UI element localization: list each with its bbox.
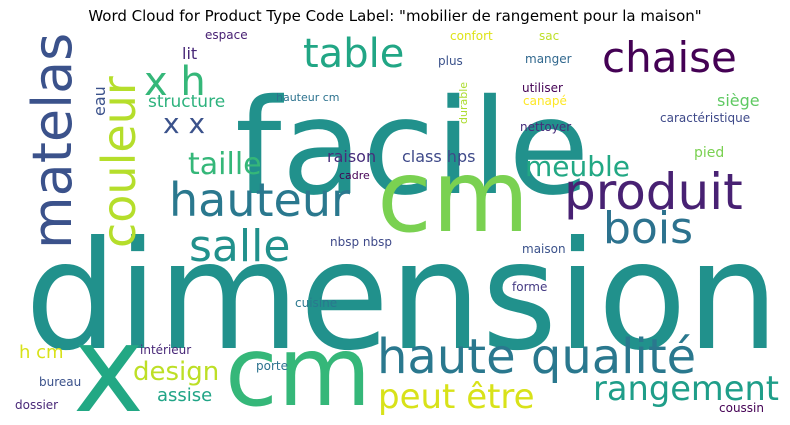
word-sac: sac	[539, 29, 559, 43]
word-forme: forme	[512, 280, 547, 294]
word-haute-qualite: haute qualité	[377, 329, 696, 385]
word-maison: maison	[522, 242, 566, 256]
word-canape: canapé	[523, 94, 567, 108]
word-structure: structure	[148, 92, 225, 112]
word-hauteur: hauteur	[169, 173, 350, 227]
word-utiliser: utiliser	[522, 81, 563, 95]
word-x-h: x h	[144, 59, 206, 105]
word-salle: salle	[189, 221, 290, 272]
word-couleur: couleur	[92, 76, 146, 248]
word-plus: plus	[438, 54, 463, 68]
word-matelas: matelas	[21, 33, 84, 249]
word-dimension: dimension	[25, 210, 779, 384]
word-eau: eau	[90, 86, 109, 116]
word-porte: porte	[256, 359, 288, 373]
word-h-cm: h cm	[19, 342, 64, 363]
word-taille: taille	[188, 147, 262, 182]
word-caracteristique: caractéristique	[660, 111, 750, 125]
word-produit: produit	[564, 163, 743, 221]
word-manger: manger	[525, 52, 572, 66]
word-rangement: rangement	[593, 369, 779, 409]
word-cuisine: cuisine	[295, 296, 337, 310]
word-durable: durable	[457, 82, 470, 124]
word-cm: cm	[225, 316, 371, 420]
word-dossier: dossier	[15, 398, 58, 412]
word-class-hps: class hps	[402, 147, 475, 166]
word-bois: bois	[603, 203, 693, 254]
word-x-x: x x	[163, 107, 205, 140]
word-siege: siège	[717, 91, 760, 110]
word-peut-etre: peut être	[378, 377, 535, 417]
word-bureau: bureau	[39, 375, 81, 389]
word-confort: confort	[450, 29, 493, 43]
word-cloud-area: dimension facile cm cm x haute qualité matelas…	[9, 28, 781, 420]
word-x: x	[73, 301, 144, 420]
word-design: design	[133, 357, 219, 387]
chart-title: Word Cloud for Product Type Code Label: …	[88, 7, 702, 25]
word-lit: lit	[182, 44, 197, 63]
word-espace: espace	[205, 28, 248, 42]
word-chaise: chaise	[602, 33, 737, 82]
word-hauteur-cm: hauteur cm	[276, 91, 340, 104]
word-interieur: intérieur	[140, 343, 191, 357]
word-raison: raison	[327, 147, 376, 166]
word-facile: facile	[235, 71, 590, 225]
word-table: table	[303, 31, 404, 77]
word-pied: pied	[694, 145, 724, 161]
word-cadre: cadre	[339, 169, 370, 182]
word-cm: cm	[377, 138, 529, 255]
word-nettoyer: nettoyer	[520, 120, 571, 134]
word-coussin: coussin	[719, 401, 764, 415]
word-assise: assise	[157, 385, 212, 406]
word-nbsp-nbsp: nbsp nbsp	[330, 235, 392, 249]
word-meuble: meuble	[525, 150, 630, 183]
